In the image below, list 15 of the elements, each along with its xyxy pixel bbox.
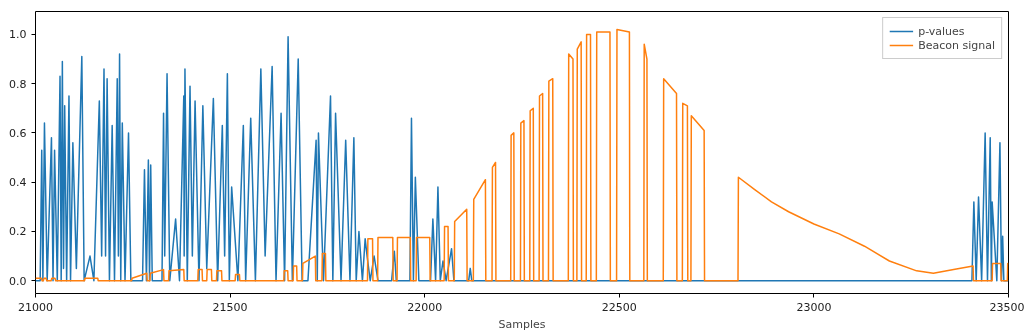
y-tick-label: 1.0 <box>9 28 27 42</box>
x-tick-label: 22500 <box>601 300 637 314</box>
y-tick-label: 0.2 <box>9 225 27 239</box>
legend-label: Beacon signal <box>918 38 995 52</box>
legend-label: p-values <box>918 24 965 38</box>
x-tick-label: 22000 <box>407 300 443 314</box>
x-tick-label: 21500 <box>212 300 248 314</box>
x-axis-title: Samples <box>498 317 546 331</box>
y-tick-label: 0.8 <box>9 77 27 91</box>
y-tick-label: 0.4 <box>9 176 27 190</box>
y-tick-label: 0.0 <box>9 274 27 288</box>
x-tick-label: 21000 <box>18 300 53 314</box>
x-tick-label: 23000 <box>796 300 832 314</box>
y-tick-label: 0.6 <box>9 126 27 140</box>
x-tick-label: 23500 <box>989 300 1024 314</box>
